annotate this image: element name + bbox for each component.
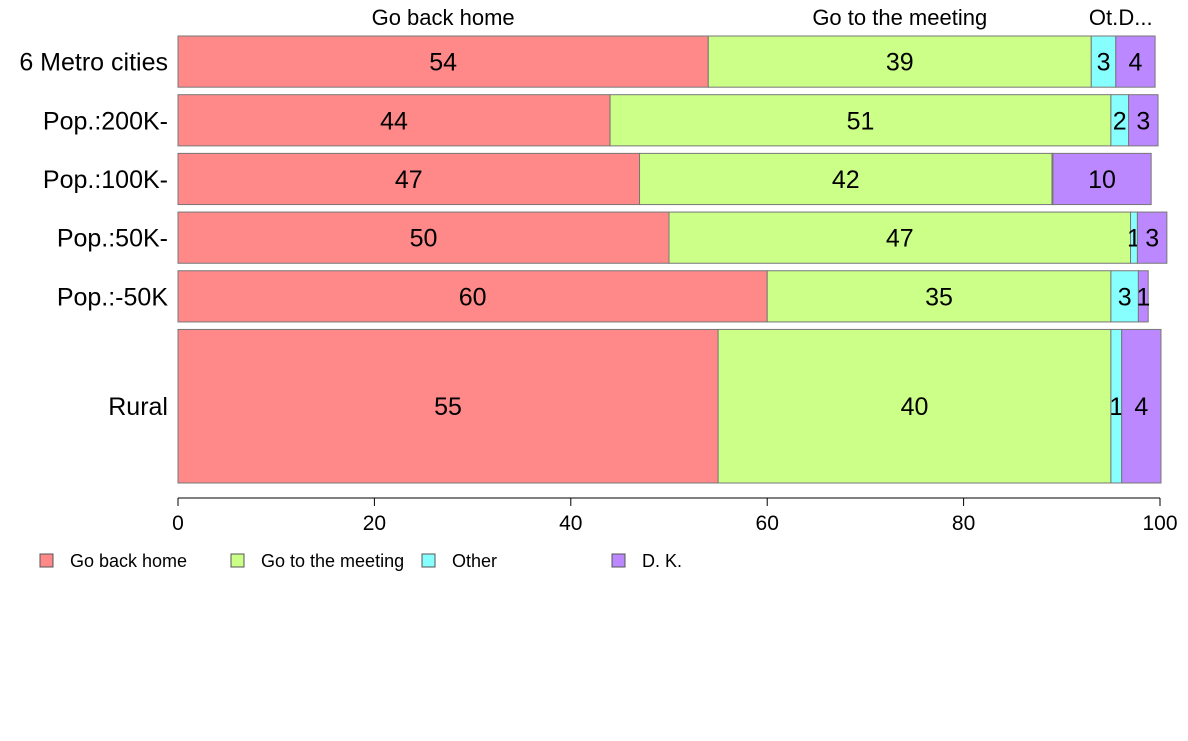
bar-segment-go-to-the-meeting <box>717 328 1112 484</box>
category-label: Rural <box>108 393 168 421</box>
bar-segment-go-back-home <box>177 211 670 264</box>
legend-swatch-go-to-the-meeting <box>230 553 245 568</box>
bar-segment-go-back-home <box>177 94 611 147</box>
legend-swatch-other <box>421 553 436 568</box>
x-tick-label: 40 <box>559 512 582 535</box>
data-label: 50 <box>410 225 438 253</box>
bar-segment-go-to-the-meeting <box>707 35 1092 88</box>
legend-label: D. K. <box>642 551 682 571</box>
data-label: 42 <box>832 166 860 194</box>
data-label: 2 <box>1113 107 1127 135</box>
data-label: 3 <box>1145 225 1159 253</box>
bar-segment-go-to-the-meeting <box>668 211 1132 264</box>
bar-segment-other <box>1110 270 1139 323</box>
bar-segment-d-k <box>1115 35 1156 88</box>
bar-segment-go-back-home <box>177 35 709 88</box>
data-label: 47 <box>886 225 914 253</box>
category-label: Pop.:200K- <box>43 107 168 135</box>
bar-segment-go-to-the-meeting <box>639 152 1053 206</box>
data-label: 3 <box>1097 49 1111 77</box>
x-tick-label: 60 <box>756 512 779 535</box>
x-tick-label: 100 <box>1142 512 1177 535</box>
bar-segment-d-k <box>1137 270 1149 323</box>
bar-segment-d-k <box>1121 328 1162 484</box>
data-label: 35 <box>925 283 953 311</box>
bar-segment-other <box>1090 35 1117 88</box>
bar-segment-go-to-the-meeting <box>609 94 1112 147</box>
data-label: 40 <box>901 393 929 421</box>
legend-label: Go back home <box>70 551 187 571</box>
bar-segment-d-k <box>1052 152 1152 206</box>
x-tick-label: 20 <box>363 512 386 535</box>
category-label: Pop.:100K- <box>43 166 168 194</box>
category-label: Pop.:-50K <box>57 283 169 311</box>
bar-segment-d-k <box>1128 94 1159 147</box>
bar-segment-go-back-home <box>177 270 768 323</box>
category-label: Pop.:50K- <box>57 225 168 253</box>
top-series-label: Go back home <box>372 5 515 30</box>
bar-segment-go-back-home <box>177 152 641 206</box>
category-label: 6 Metro cities <box>19 49 168 77</box>
top-series-label: Go to the meeting <box>812 5 987 30</box>
data-label: 51 <box>847 107 875 135</box>
data-label: 47 <box>395 166 423 194</box>
data-label: 44 <box>380 107 408 135</box>
data-label: 3 <box>1118 283 1132 311</box>
top-series-label: Ot. <box>1089 5 1118 30</box>
x-tick-label: 0 <box>172 512 184 535</box>
x-tick-label: 80 <box>952 512 975 535</box>
data-label: 10 <box>1088 166 1116 194</box>
data-label: 4 <box>1128 49 1142 77</box>
data-label: 54 <box>429 49 457 77</box>
data-label: 1 <box>1136 283 1150 311</box>
data-label: 55 <box>434 393 462 421</box>
bar-segment-go-to-the-meeting <box>766 270 1112 323</box>
bar-segment-d-k <box>1136 211 1168 264</box>
data-label: 39 <box>886 49 914 77</box>
top-series-label: D... <box>1118 5 1152 30</box>
bar-segment-go-back-home <box>177 328 719 484</box>
data-label: 3 <box>1136 107 1150 135</box>
data-label: 60 <box>459 283 487 311</box>
legend-label: Other <box>452 551 497 571</box>
legend-swatch-go-back-home <box>39 553 54 568</box>
legend-label: Go to the meeting <box>261 551 404 571</box>
data-label: 1 <box>1109 393 1123 421</box>
legend-swatch-d-k <box>611 553 626 568</box>
data-label: 4 <box>1134 393 1148 421</box>
